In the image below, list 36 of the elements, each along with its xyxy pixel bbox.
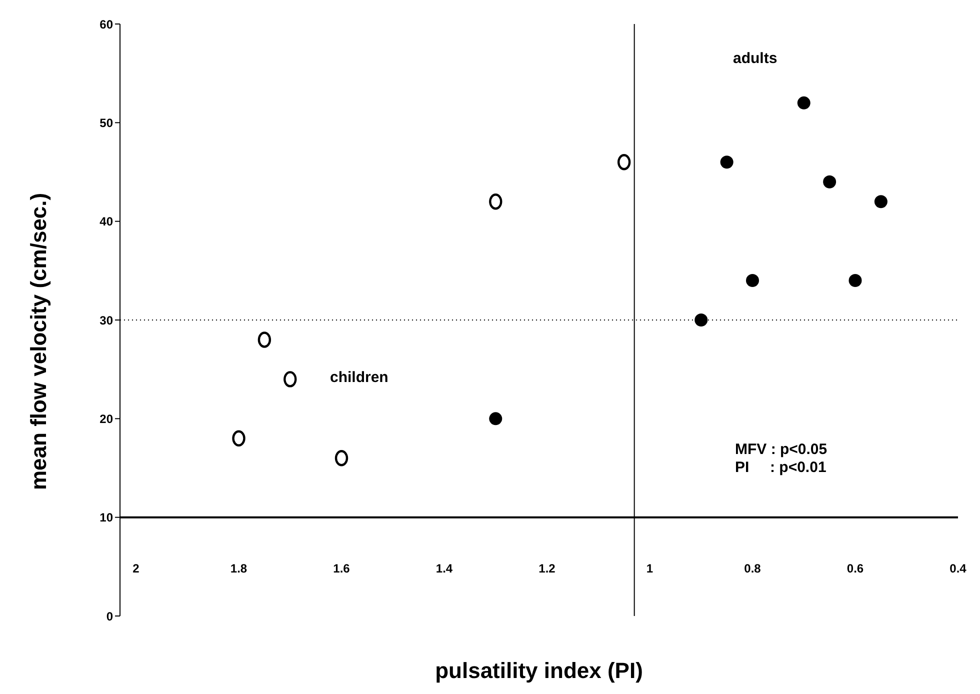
point: [823, 175, 836, 188]
annotation: MFV : p<0.05: [735, 441, 828, 458]
point: [797, 96, 810, 110]
x-tick-label: 0.4: [950, 562, 967, 576]
y-tick-label: 0: [106, 609, 114, 624]
point: [874, 195, 888, 208]
point: [489, 412, 502, 426]
point: [848, 274, 862, 288]
x-tick-label: 0.6: [846, 562, 864, 576]
annotation: children: [330, 369, 388, 386]
annotation: adults: [733, 50, 778, 67]
point: [334, 450, 348, 466]
point: [232, 430, 246, 446]
x-axis-title: pulsatility index (PI): [435, 658, 643, 683]
x-tick-label: 1.6: [333, 562, 350, 576]
y-tick-label: 30: [100, 313, 114, 328]
point: [489, 194, 502, 210]
x-tick-label: 1.8: [230, 562, 248, 576]
point: [746, 274, 759, 288]
x-tick-label: 0.8: [744, 562, 762, 576]
y-tick-label: 20: [100, 412, 114, 426]
x-tick-label: 1.4: [436, 562, 453, 576]
point: [258, 332, 272, 348]
y-tick-label: 10: [100, 510, 114, 525]
point: [694, 314, 708, 326]
annotation: PI : p<0.01: [735, 459, 826, 476]
y-tick-label: 50: [100, 116, 114, 130]
y-tick-label: 40: [100, 214, 114, 229]
y-axis-title: mean flow velocity (cm/sec.): [26, 192, 51, 490]
x-tick-label: 2: [132, 562, 140, 576]
point: [720, 156, 734, 169]
point: [284, 371, 297, 388]
x-tick-label: 1: [646, 562, 654, 576]
y-tick-label: 60: [100, 17, 114, 32]
x-tick-label: 1.2: [538, 562, 556, 576]
point: [617, 154, 631, 170]
